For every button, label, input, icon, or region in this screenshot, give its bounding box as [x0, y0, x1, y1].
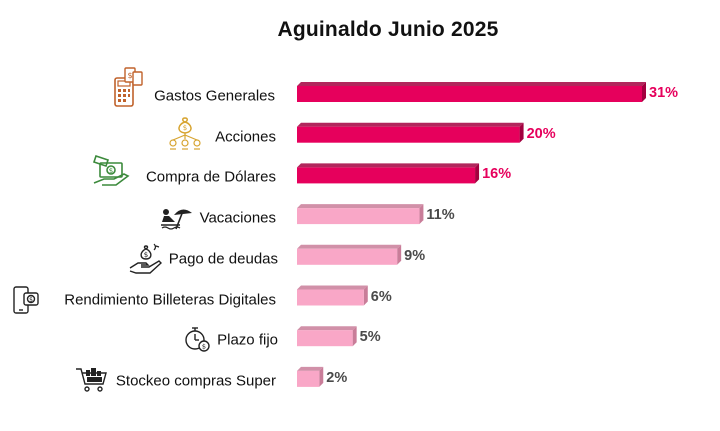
- value-label-0: 31%: [649, 85, 679, 101]
- bar-side-7: [319, 366, 324, 387]
- beach-umbrella-icon: [160, 203, 194, 236]
- value-label-1: 20%: [526, 125, 556, 142]
- bar-top-0: [297, 82, 646, 86]
- bar-4: [297, 248, 398, 265]
- bar-top-4: [297, 244, 402, 249]
- value-label-5: 6%: [370, 288, 392, 305]
- phone-wallet-icon: $: [12, 285, 42, 320]
- bar-side-4: [397, 244, 402, 265]
- bar-side-5: [363, 285, 368, 306]
- bar-0: [297, 86, 642, 102]
- value-label-4: 9%: [404, 247, 426, 264]
- svg-text:$: $: [183, 124, 187, 132]
- bar-1: [297, 126, 520, 143]
- value-label-3: 11%: [426, 207, 455, 224]
- svg-text:$: $: [29, 297, 33, 304]
- money-bag-network-icon: $: [165, 115, 205, 156]
- value-label-2: 16%: [482, 166, 512, 183]
- shopping-cart-icon: [75, 366, 109, 399]
- bar-side-2: [475, 163, 480, 184]
- category-label-4: Pago de deudas: [168, 250, 278, 268]
- svg-text:$: $: [127, 71, 132, 80]
- category-label-5: Rendimiento Billeteras Digitales: [64, 291, 276, 308]
- bar-top-5: [297, 285, 368, 290]
- bar-6: [297, 330, 353, 347]
- bar-side-1: [519, 122, 524, 143]
- bar-side-3: [419, 204, 424, 225]
- bar-3: [297, 208, 420, 225]
- chart-title: Aguinaldo Junio 2025: [277, 18, 499, 41]
- value-label-6: 5%: [359, 329, 381, 346]
- bar-top-7: [297, 366, 324, 371]
- category-label-3: Vacaciones: [199, 209, 276, 227]
- bar-top-3: [297, 204, 424, 209]
- svg-text:$: $: [109, 167, 113, 175]
- category-label-2: Compra de Dólares: [145, 168, 276, 186]
- hand-money-bag-icon: $: [128, 242, 163, 281]
- bar-2: [297, 167, 476, 184]
- category-label-6: Plazo fijo: [217, 331, 278, 349]
- category-label-0: Gastos Generales: [154, 87, 275, 105]
- svg-text:$: $: [144, 251, 148, 259]
- category-label-7: Stockeo compras Super: [115, 372, 276, 390]
- svg-text:$: $: [202, 343, 206, 351]
- bar-5: [297, 289, 364, 306]
- stopwatch-money-icon: $: [183, 325, 211, 358]
- bar-top-1: [297, 122, 524, 127]
- bar-top-6: [297, 326, 357, 331]
- value-label-7: 2%: [326, 369, 348, 386]
- bar-top-2: [297, 163, 480, 168]
- calculator-money-icon: $: [113, 66, 143, 115]
- category-label-1: Acciones: [215, 128, 276, 146]
- bar-side-6: [352, 326, 357, 347]
- bar-side-0: [642, 82, 646, 102]
- dollar-bill-hand-icon: $: [92, 153, 132, 194]
- bar-7: [297, 370, 320, 387]
